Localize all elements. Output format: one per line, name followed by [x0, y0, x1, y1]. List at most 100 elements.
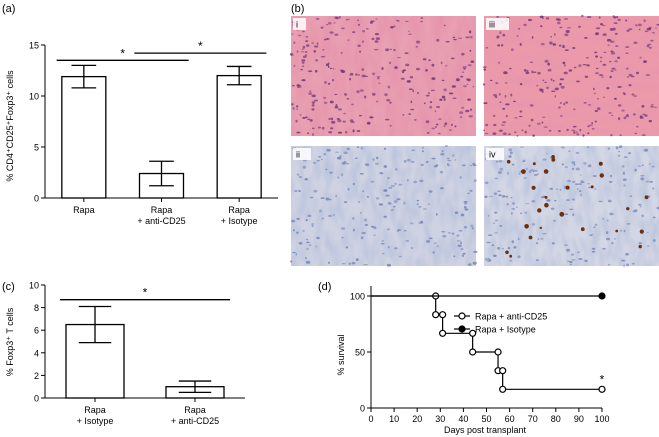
nucleus-iv-95 — [608, 181, 613, 183]
nucleus-iii-65 — [646, 44, 650, 48]
nucleus-ii-43 — [469, 189, 473, 192]
nucleus-i-159 — [431, 77, 436, 80]
nucleus-i-61 — [466, 83, 469, 85]
nucleus-iii-177 — [564, 49, 569, 51]
foxp3-positive-cell-7 — [639, 229, 644, 234]
nucleus-iv-193 — [524, 211, 528, 214]
nucleus-iv-144 — [641, 164, 644, 166]
c-x-tick-label-1-0: Rapa — [184, 405, 206, 415]
nucleus-i-105 — [389, 48, 393, 50]
nucleus-ii-189 — [390, 185, 396, 187]
foxp3-positive-cell-8 — [644, 195, 649, 200]
nucleus-ii-20 — [386, 228, 390, 231]
nucleus-iii-1 — [645, 74, 651, 76]
panel-c-label: (c) — [2, 281, 15, 293]
nucleus-i-115 — [436, 106, 440, 108]
nucleus-ii-39 — [341, 236, 344, 239]
nucleus-ii-113 — [380, 242, 385, 245]
nucleus-iv-96 — [598, 200, 603, 203]
nucleus-iii-100 — [595, 67, 599, 70]
nucleus-iii-221 — [513, 100, 516, 103]
nucleus-iv-117 — [531, 223, 536, 226]
nucleus-iv-192 — [638, 203, 642, 206]
histology-image-i-label: i — [296, 20, 298, 30]
nucleus-iii-67 — [642, 113, 646, 116]
nucleus-iv-16 — [493, 192, 498, 195]
nucleus-iv-34 — [637, 165, 642, 167]
nucleus-i-85 — [325, 38, 330, 40]
histology-image-iv-label-box — [486, 148, 504, 160]
nucleus-ii-161 — [473, 250, 478, 253]
d-legend-marker-1 — [458, 325, 466, 333]
nucleus-iii-176 — [499, 101, 502, 104]
nucleus-ii-117 — [461, 254, 464, 258]
nucleus-iv-82 — [619, 229, 623, 232]
nucleus-iii-126 — [587, 125, 590, 128]
nucleus-iii-251 — [549, 41, 553, 45]
nucleus-iv-113 — [509, 259, 513, 262]
histology-image-iv: iv — [484, 145, 659, 268]
foxp3-positive-cell-16 — [524, 224, 529, 229]
nucleus-ii-110 — [352, 228, 355, 232]
panel-d-survival-curve: (d) % survival Days post transplant 0 50 1… — [318, 281, 610, 435]
nucleus-iv-15 — [522, 160, 526, 163]
nucleus-iii-148 — [631, 93, 635, 96]
nucleus-ii-51 — [432, 251, 435, 254]
nucleus-iv-7 — [525, 203, 530, 205]
nucleus-i-133 — [334, 93, 338, 96]
histology-image-iii-label: iii — [489, 20, 495, 30]
nucleus-iii-208 — [617, 86, 622, 88]
nucleus-iii-37 — [551, 90, 556, 93]
foxp3-positive-cell-5 — [509, 254, 513, 258]
nucleus-i-229 — [329, 31, 334, 34]
nucleus-iii-130 — [557, 21, 561, 25]
nucleus-iv-28 — [611, 242, 614, 245]
nucleus-iii-206 — [611, 114, 614, 116]
nucleus-i-252 — [385, 48, 390, 52]
nucleus-iii-235 — [564, 64, 566, 67]
nucleus-ii-2 — [421, 150, 424, 153]
nucleus-ii-132 — [312, 161, 317, 164]
nucleus-ii-194 — [346, 147, 351, 151]
nucleus-iv-4 — [622, 178, 627, 181]
nucleus-ii-160 — [355, 157, 358, 160]
nucleus-i-69 — [346, 19, 348, 21]
nucleus-iv-110 — [638, 242, 642, 245]
nucleus-iv-85 — [652, 216, 656, 219]
foxp3-positive-cell-6 — [615, 229, 619, 233]
nucleus-iii-96 — [594, 51, 598, 54]
nucleus-ii-100 — [302, 165, 307, 169]
nucleus-iii-50 — [648, 46, 652, 49]
nucleus-iv-162 — [507, 172, 509, 175]
nucleus-iii-7 — [654, 106, 658, 109]
nucleus-iii-253 — [508, 67, 512, 70]
nucleus-i-125 — [314, 69, 318, 73]
nucleus-iv-74 — [498, 171, 502, 174]
nucleus-ii-18 — [385, 194, 390, 197]
nucleus-iii-121 — [492, 132, 497, 136]
nucleus-iii-75 — [617, 104, 622, 107]
nucleus-iii-159 — [519, 110, 523, 113]
nucleus-iv-118 — [494, 211, 498, 214]
nucleus-i-154 — [415, 67, 421, 71]
nucleus-i-20 — [332, 67, 335, 70]
nucleus-i-132 — [428, 59, 431, 61]
nucleus-iii-191 — [514, 131, 517, 134]
nucleus-ii-192 — [403, 159, 407, 163]
nucleus-iii-36 — [544, 59, 549, 63]
nucleus-iv-29 — [656, 206, 659, 210]
nucleus-i-75 — [408, 33, 412, 35]
nucleus-ii-41 — [376, 156, 379, 160]
nucleus-iii-137 — [483, 68, 487, 71]
nucleus-i-128 — [313, 99, 319, 102]
nucleus-iii-170 — [542, 79, 545, 82]
nucleus-iii-59 — [596, 32, 600, 36]
nucleus-i-68 — [372, 72, 376, 76]
nucleus-i-257 — [308, 92, 312, 95]
nucleus-i-67 — [325, 24, 329, 26]
nucleus-ii-129 — [425, 160, 429, 164]
nucleus-ii-126 — [419, 179, 424, 183]
nucleus-iv-129 — [584, 259, 588, 262]
nucleus-i-168 — [456, 78, 460, 82]
